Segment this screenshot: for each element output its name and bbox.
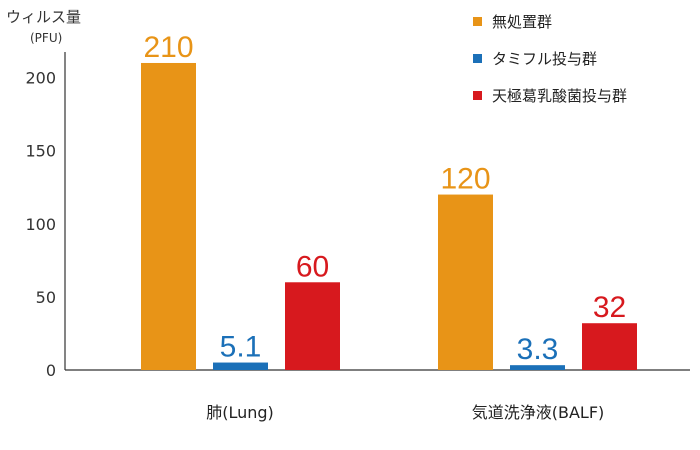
y-axis-ticks: 0 50 100 150 200	[25, 69, 56, 380]
bar	[582, 323, 637, 370]
legend-swatch	[473, 91, 482, 100]
legend-label: タミフル投与群	[492, 50, 597, 68]
legend-label: 無処置群	[492, 13, 552, 31]
bar	[510, 365, 565, 370]
y-tick-label: 50	[36, 288, 56, 307]
category-labels: 肺(Lung) 気道洗浄液(BALF)	[206, 403, 604, 422]
y-tick-label: 150	[25, 142, 56, 161]
y-axis-label: ウィルス量	[6, 8, 81, 26]
bar	[285, 282, 340, 370]
bar-value-label: 210	[143, 31, 193, 64]
bars-group: 210 5.1 60 120 3.3 32	[141, 31, 637, 370]
y-tick-label: 200	[25, 69, 56, 88]
bar-value-label: 60	[296, 250, 329, 283]
bar-value-label: 120	[440, 163, 490, 196]
legend-label: 天極葛乳酸菌投与群	[492, 87, 627, 105]
y-axis-unit: (PFU)	[30, 31, 62, 45]
bar-value-label: 32	[593, 291, 626, 324]
category-label: 肺(Lung)	[206, 403, 274, 422]
bar	[213, 362, 268, 370]
y-tick-label: 100	[25, 215, 56, 234]
category-label: 気道洗浄液(BALF)	[472, 403, 605, 422]
bar-value-label: 5.1	[220, 331, 262, 364]
bar-value-label: 3.3	[517, 333, 559, 366]
bar	[141, 62, 196, 370]
legend-swatch	[473, 54, 482, 63]
legend-swatch	[473, 17, 482, 26]
y-tick-label: 0	[46, 361, 56, 380]
bar	[438, 194, 493, 370]
